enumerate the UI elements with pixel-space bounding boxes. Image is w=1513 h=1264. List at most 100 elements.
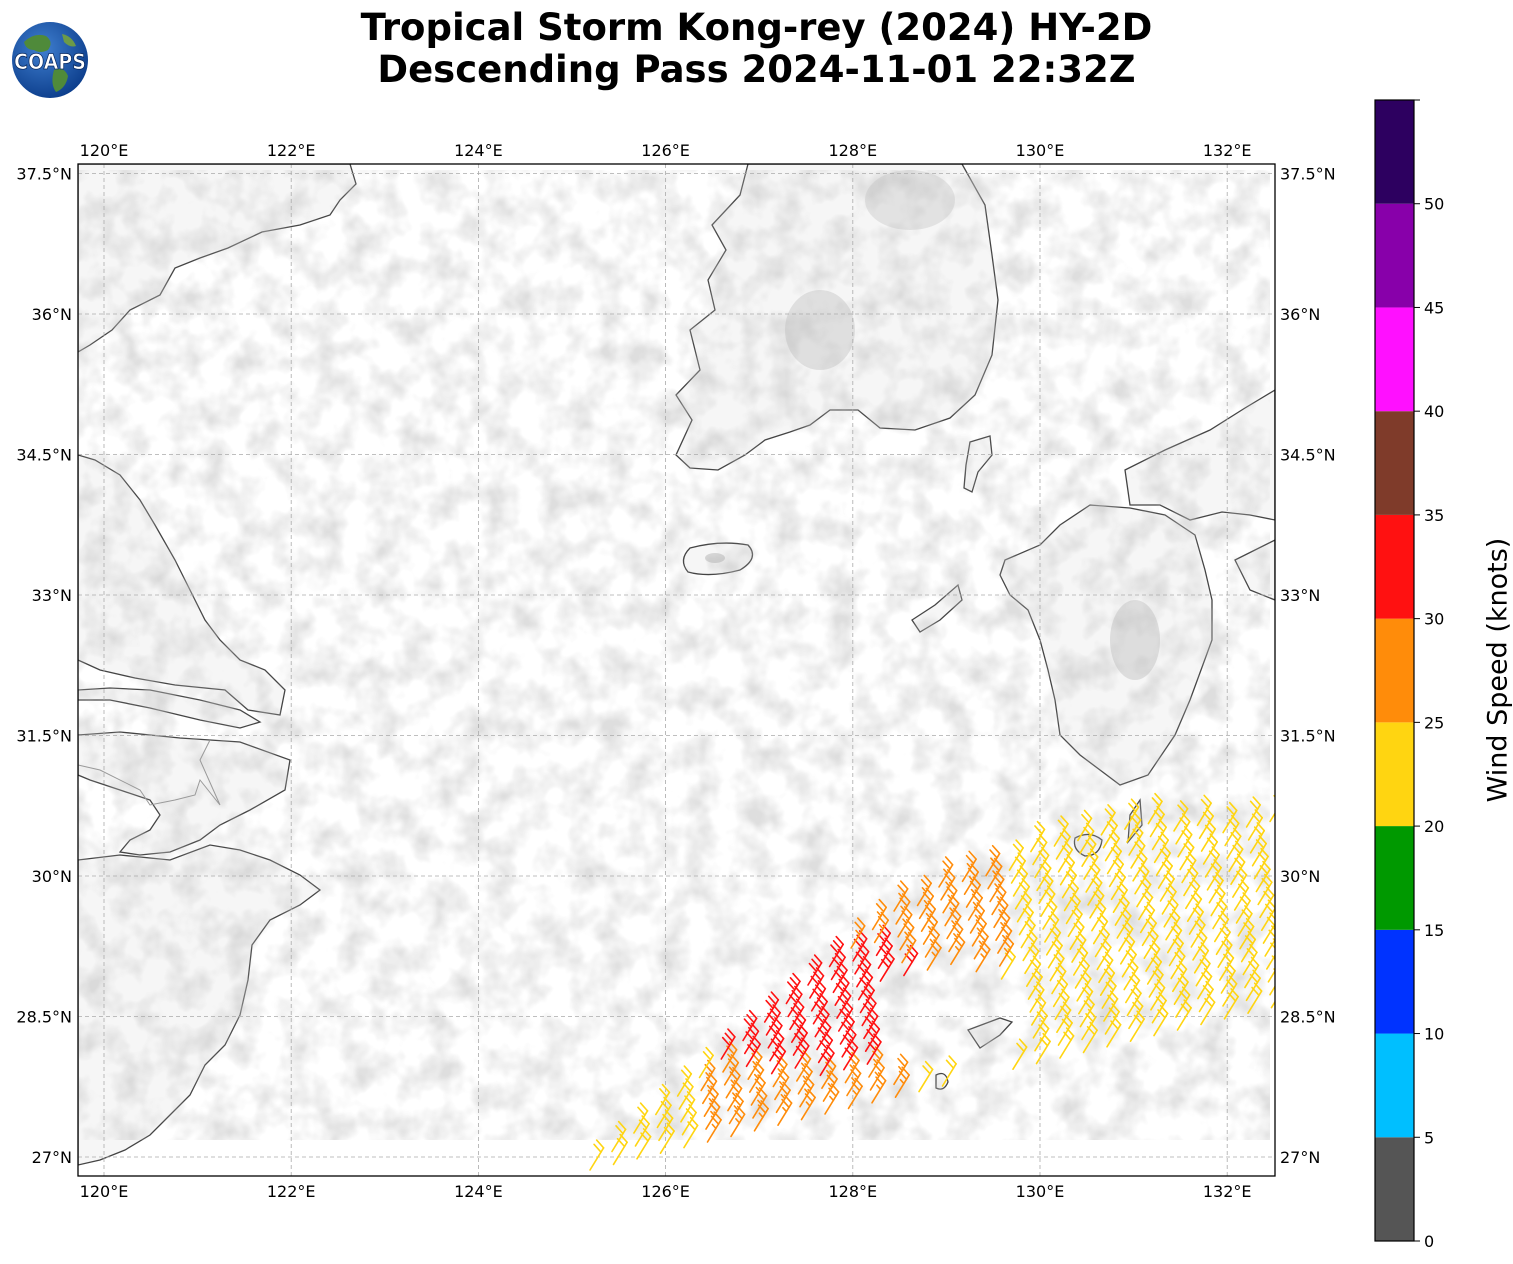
land-shikoku-edge	[1234, 539, 1275, 601]
lat-label-left: 34.5°N	[16, 445, 72, 464]
wind-barb	[918, 1060, 934, 1093]
colorbar-tick-label: 35	[1424, 506, 1444, 525]
lon-label-bottom: 122°E	[267, 1182, 316, 1201]
lon-label-top: 124°E	[454, 141, 503, 160]
wind-barb	[961, 850, 977, 883]
wind-barb	[763, 991, 780, 1023]
lat-label-right: 37.5°N	[1280, 164, 1336, 183]
wind-barb	[1269, 794, 1275, 823]
colorbar-tick-label: 20	[1424, 817, 1444, 836]
wind-barb	[1245, 796, 1261, 828]
wind-barb	[941, 1055, 957, 1087]
lat-label-left: 28.5°N	[16, 1007, 72, 1026]
map-frame	[77, 163, 1276, 1177]
terrain-darker	[705, 170, 1160, 680]
gridlines	[78, 164, 1275, 1176]
colorbar-bin	[1375, 618, 1414, 723]
land-tokunoshima	[935, 1072, 949, 1090]
lon-label-bottom: 120°E	[80, 1182, 129, 1201]
wind-barb	[676, 1065, 693, 1097]
wind-barb	[589, 1139, 605, 1171]
colorbar-bin	[1375, 307, 1414, 412]
colorbar-bin	[1375, 100, 1414, 204]
lon-label-bottom: 126°E	[641, 1182, 690, 1201]
lat-labels-right: 37.5°N 36°N 34.5°N 33°N 31.5°N 30°N 28.5°N 27°N	[1280, 164, 1336, 1167]
wind-barb	[1100, 804, 1116, 836]
colorbar-tick-label: 25	[1424, 713, 1444, 732]
wind-barb	[938, 856, 954, 888]
land-chongming	[78, 687, 262, 729]
lat-label-right: 30°N	[1280, 867, 1320, 886]
wind-barb	[871, 898, 888, 931]
wind-barb	[1269, 968, 1275, 996]
coaps-logo-icon: COAPS	[12, 22, 88, 98]
wind-barb	[1173, 800, 1189, 832]
lon-label-top: 126°E	[641, 141, 690, 160]
wind-barbs	[589, 792, 1275, 1171]
lat-label-left: 37.5°N	[16, 164, 72, 183]
colorbar: 0 5 10 15 20 25 30 35 40 45 50	[1374, 99, 1444, 1251]
wind-barb	[720, 1028, 736, 1060]
wind-barb	[1053, 815, 1069, 847]
lat-label-left: 31.5°N	[16, 726, 72, 745]
colorbar-tick-label: 15	[1424, 921, 1444, 940]
wind-barb	[1147, 792, 1163, 825]
lat-label-right: 33°N	[1280, 586, 1320, 605]
wind-barb	[1270, 981, 1275, 1009]
chart-title-line-1: Tropical Storm Kong-rey (2024) HY-2D	[360, 6, 1153, 49]
wind-barb	[1008, 839, 1024, 871]
wind-barb	[850, 917, 866, 949]
land-goto	[911, 583, 963, 633]
land-amami	[967, 1017, 1014, 1049]
lon-label-top: 128°E	[828, 141, 877, 160]
lat-label-right: 36°N	[1280, 305, 1320, 324]
wind-barb	[893, 880, 909, 912]
province-border	[78, 739, 221, 806]
wind-barb	[1196, 794, 1212, 827]
wind-barb	[742, 1009, 758, 1042]
wind-barb	[1030, 820, 1046, 853]
lat-label-left: 33°N	[32, 586, 72, 605]
lat-label-right: 34.5°N	[1280, 445, 1336, 464]
colorbar-tick-label: 10	[1424, 1025, 1444, 1044]
land-jeju	[682, 542, 754, 576]
lon-label-top: 132°E	[1203, 141, 1252, 160]
wind-barb	[698, 1046, 714, 1079]
colorbar-bin	[1375, 1033, 1414, 1138]
lon-labels-top: 120°E 122°E 124°E 126°E 128°E 130°E 132°E	[80, 141, 1252, 160]
lon-label-bottom: 130°E	[1016, 1182, 1065, 1201]
colorbar-label: Wind Speed (knots)	[1482, 537, 1513, 803]
wind-barb	[655, 1083, 671, 1116]
colorbar-tick-label: 5	[1424, 1128, 1434, 1147]
wind-barb	[916, 874, 932, 907]
lat-labels-left: 37.5°N 36°N 34.5°N 33°N 31.5°N 30°N 28.5°N 27°N	[16, 164, 72, 1167]
lat-label-left: 36°N	[32, 305, 72, 324]
wind-barb	[873, 911, 890, 944]
lat-label-right: 28.5°N	[1280, 1007, 1336, 1026]
land-shanghai	[78, 731, 291, 856]
colorbar-bin	[1375, 514, 1414, 619]
lon-label-bottom: 132°E	[1203, 1182, 1252, 1201]
colorbar-tick-label: 30	[1424, 610, 1444, 629]
lon-label-top: 122°E	[267, 141, 316, 160]
wind-barb	[633, 1102, 649, 1134]
wind-barb	[1012, 1038, 1028, 1070]
logo-text: COAPS	[14, 50, 86, 74]
wind-barb	[807, 954, 823, 986]
colorbar-bin	[1375, 203, 1414, 308]
lon-label-bottom: 128°E	[828, 1182, 877, 1201]
colorbar-bin	[1375, 411, 1414, 515]
colorbar-tick-label: 40	[1424, 402, 1444, 421]
colorbar-bin	[1375, 826, 1414, 930]
colorbar-tick-label: 0	[1424, 1232, 1434, 1251]
lon-label-top: 120°E	[80, 141, 129, 160]
lon-label-top: 130°E	[1016, 141, 1065, 160]
wind-barb	[1222, 801, 1238, 834]
wind-barb	[828, 935, 844, 968]
wind-barb	[971, 915, 987, 947]
terrain-shading	[78, 170, 1270, 1140]
lat-label-left: 27°N	[32, 1148, 72, 1167]
wind-barb	[985, 844, 1001, 877]
colorbar-bin	[1375, 722, 1414, 827]
